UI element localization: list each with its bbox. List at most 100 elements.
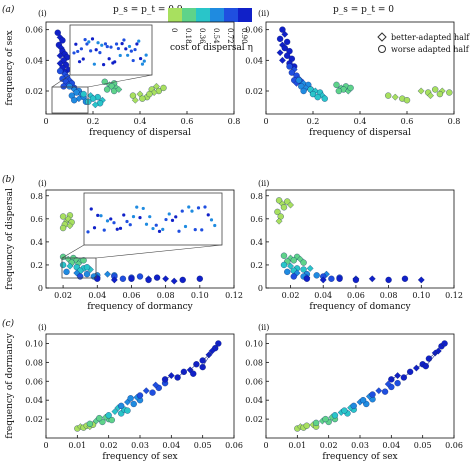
data-point-diamond xyxy=(417,87,425,95)
data-point-circle xyxy=(336,275,343,282)
data-point-circle xyxy=(359,397,367,404)
data-point-circle xyxy=(350,402,357,410)
data-point-diamond xyxy=(64,215,72,223)
pair-connector-line xyxy=(441,343,445,347)
data-point-diamond xyxy=(167,372,175,380)
data-point-circle xyxy=(436,90,444,98)
inset-a-connector xyxy=(87,74,153,88)
data-point-circle xyxy=(286,63,293,70)
title-condition-i: p_s = p_t = 0.9 xyxy=(113,5,183,15)
inset-point xyxy=(124,47,128,51)
sublabel-b-i: (i) xyxy=(38,179,47,188)
inset-point xyxy=(187,205,191,209)
data-point-circle xyxy=(328,275,335,282)
data-point-diamond xyxy=(287,262,294,270)
colorbar-label: cost of dispersal η xyxy=(170,43,253,53)
axes-frame xyxy=(45,189,235,289)
inset-point xyxy=(135,42,139,46)
sublabel-a-ii: (ii) xyxy=(258,9,269,18)
data-point-circle xyxy=(89,95,97,102)
y-tick-label: 0.02 xyxy=(245,87,263,96)
inset-point xyxy=(139,56,143,61)
inset-point xyxy=(148,215,152,219)
legend: better-adapted half worse adapted half xyxy=(377,32,470,54)
inset-point xyxy=(102,63,106,67)
inset-point xyxy=(127,44,132,49)
colorbar-tick-label: 0.90 xyxy=(240,28,248,44)
data-point-circle xyxy=(54,29,61,36)
inset-point xyxy=(157,229,162,233)
x-tick-label: 0.06 xyxy=(123,291,141,300)
panel-label-c: (c) xyxy=(2,318,15,329)
x-tick-label: 0.02 xyxy=(54,291,72,300)
data-point-diamond xyxy=(66,262,74,270)
inset-point xyxy=(144,53,148,57)
data-point-circle xyxy=(281,44,288,52)
y-tick-label: 0.6 xyxy=(250,215,263,224)
inset-point xyxy=(137,39,141,43)
inset-point xyxy=(126,53,130,57)
inset-point xyxy=(90,37,95,41)
inset-point xyxy=(98,51,102,55)
data-point-circle xyxy=(403,97,411,104)
legend-diamond-label: better-adapted half xyxy=(391,33,470,42)
x-tick-label: 0.08 xyxy=(157,291,175,300)
data-point-circle xyxy=(80,257,87,264)
data-point-circle xyxy=(119,275,127,282)
data-point-circle xyxy=(290,257,297,264)
y-tick-label: 0.2 xyxy=(250,261,263,270)
inset-point xyxy=(196,206,201,210)
data-point-diamond xyxy=(104,270,111,278)
inset-point xyxy=(131,58,135,63)
y-axis-label: frequency of sex xyxy=(5,30,15,105)
y-tick-label: 0.08 xyxy=(245,358,263,367)
data-point-diamond xyxy=(73,269,81,277)
data-point-diamond xyxy=(162,275,170,283)
data-point-circle xyxy=(96,414,103,422)
data-point-circle xyxy=(313,272,320,279)
inset-point xyxy=(92,62,96,66)
x-tick-label: 0 xyxy=(263,117,268,126)
data-point-circle xyxy=(77,273,84,280)
inset-point xyxy=(167,212,171,216)
data-point-circle xyxy=(280,252,288,259)
colorbar-tick-label: 0.36 xyxy=(198,28,206,44)
inset-a-connector xyxy=(51,74,71,88)
inset-point xyxy=(87,40,91,44)
inset-point xyxy=(122,213,126,217)
y-tick-label: 0.10 xyxy=(25,339,43,348)
x-tick-label: 0.4 xyxy=(134,117,147,126)
pair-connector-line xyxy=(391,375,398,380)
data-point-circle xyxy=(290,273,297,280)
data-point-circle xyxy=(280,204,288,211)
pair-connector-line xyxy=(403,371,411,378)
inset-b-connector xyxy=(61,244,85,259)
data-point-circle xyxy=(300,87,307,95)
data-point-diamond xyxy=(427,92,434,100)
data-point-circle xyxy=(59,224,67,232)
data-point-circle xyxy=(394,380,401,387)
y-tick-label: 0.06 xyxy=(245,377,263,386)
data-point-circle xyxy=(71,97,78,104)
data-point-diamond xyxy=(56,52,64,60)
inset-point xyxy=(85,42,89,46)
data-point-diamond xyxy=(417,276,425,284)
data-point-circle xyxy=(300,266,307,273)
data-point-circle xyxy=(381,388,389,395)
y-tick-label: 0.02 xyxy=(25,415,43,424)
inset-point xyxy=(77,60,82,64)
data-point-diamond xyxy=(279,56,286,64)
data-point-circle xyxy=(300,259,307,266)
data-point-diamond xyxy=(91,101,99,109)
colorbar-swatch xyxy=(196,8,210,22)
x-tick-label: 0 xyxy=(43,117,48,126)
data-point-diamond xyxy=(152,381,160,389)
data-point-circle xyxy=(59,37,66,44)
data-point-circle xyxy=(369,391,376,398)
y-axis-label: frequency of dispersal xyxy=(5,188,15,290)
x-tick-label: 0 xyxy=(43,441,48,450)
x-tick-label: 0.01 xyxy=(68,441,86,450)
data-point-circle xyxy=(94,275,101,282)
axes-frame xyxy=(265,333,455,439)
colorbar-tick-label: 0.72 xyxy=(226,28,234,44)
